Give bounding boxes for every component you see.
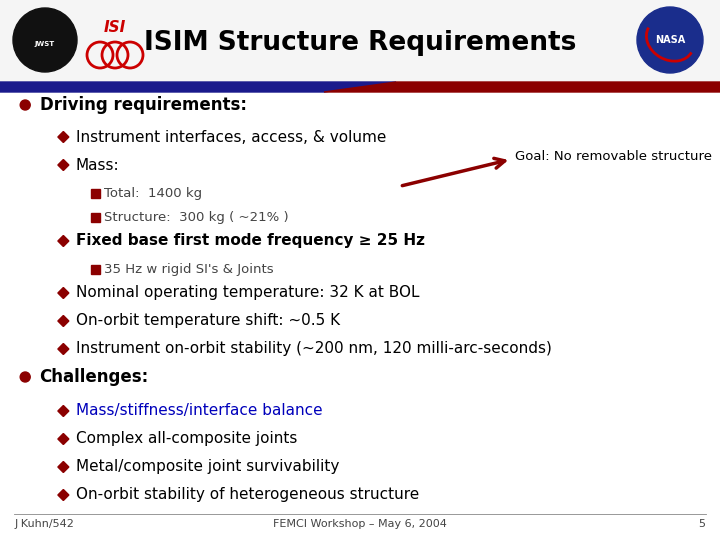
Text: Instrument on-orbit stability (~200 nm, 120 milli-arc-seconds): Instrument on-orbit stability (~200 nm, … — [76, 341, 552, 356]
Bar — [0, 0, 720, 82]
Polygon shape — [58, 235, 69, 246]
Text: 35 Hz w rigid SI's & Joints: 35 Hz w rigid SI's & Joints — [104, 262, 274, 275]
Text: On-orbit temperature shift: ~0.5 K: On-orbit temperature shift: ~0.5 K — [76, 314, 340, 328]
Text: J Kuhn/542: J Kuhn/542 — [14, 519, 74, 529]
Text: Mass:: Mass: — [76, 158, 120, 172]
Text: Driving requirements:: Driving requirements: — [40, 96, 246, 114]
Circle shape — [20, 372, 30, 382]
Text: Metal/composite joint survivability: Metal/composite joint survivability — [76, 460, 339, 475]
Text: Fixed base first mode frequency ≥ 25 Hz: Fixed base first mode frequency ≥ 25 Hz — [76, 233, 425, 248]
Polygon shape — [58, 462, 69, 472]
Bar — [91, 265, 99, 273]
Text: ISIM Structure Requirements: ISIM Structure Requirements — [144, 30, 576, 56]
Text: ISI: ISI — [104, 21, 126, 36]
Polygon shape — [58, 406, 69, 416]
Polygon shape — [58, 159, 69, 171]
Text: JWST: JWST — [35, 41, 55, 47]
Polygon shape — [324, 82, 720, 92]
Polygon shape — [58, 132, 69, 143]
Text: Structure:  300 kg ( ~21% ): Structure: 300 kg ( ~21% ) — [104, 211, 289, 224]
Text: On-orbit stability of heterogeneous structure: On-orbit stability of heterogeneous stru… — [76, 488, 419, 503]
Polygon shape — [58, 343, 69, 354]
Polygon shape — [0, 82, 396, 92]
Polygon shape — [58, 315, 69, 327]
Text: Instrument interfaces, access, & volume: Instrument interfaces, access, & volume — [76, 130, 386, 145]
Circle shape — [13, 8, 77, 72]
Circle shape — [637, 7, 703, 73]
Bar — [91, 188, 99, 198]
Text: Mass/stiffness/interface balance: Mass/stiffness/interface balance — [76, 403, 323, 418]
Text: Nominal operating temperature: 32 K at BOL: Nominal operating temperature: 32 K at B… — [76, 286, 419, 300]
Text: Total:  1400 kg: Total: 1400 kg — [104, 186, 202, 199]
Circle shape — [20, 100, 30, 110]
Text: Complex all-composite joints: Complex all-composite joints — [76, 431, 297, 447]
Text: Challenges:: Challenges: — [40, 368, 149, 386]
Text: FEMCI Workshop – May 6, 2004: FEMCI Workshop – May 6, 2004 — [273, 519, 447, 529]
Polygon shape — [58, 489, 69, 501]
Text: 5: 5 — [698, 519, 706, 529]
Text: Goal: No removable structure: Goal: No removable structure — [515, 150, 712, 163]
Bar — [91, 213, 99, 221]
Polygon shape — [58, 434, 69, 444]
Text: NASA: NASA — [655, 35, 685, 45]
Polygon shape — [58, 287, 69, 299]
